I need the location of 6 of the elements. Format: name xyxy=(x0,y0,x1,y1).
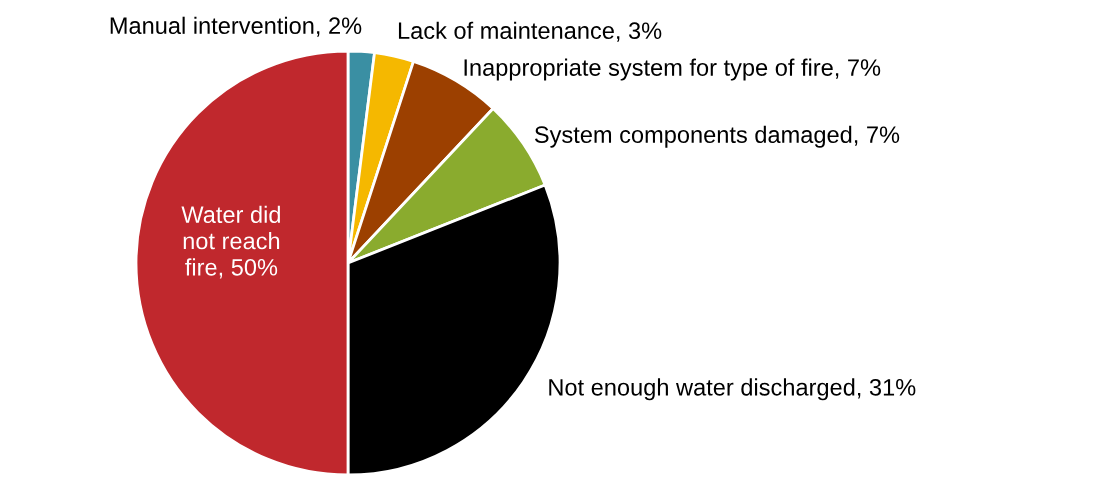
slice-label: Water did not reach fire, 50% xyxy=(181,205,280,279)
slice-label: Inappropriate system for type of fire, 7% xyxy=(464,58,881,81)
slice-label: Manual intervention, 2% xyxy=(110,16,362,37)
slice-label: Not enough water discharged, 31% xyxy=(549,378,916,401)
slice-label: System components damaged, 7% xyxy=(534,125,900,148)
slice-label: Lack of maintenance, 3% xyxy=(398,21,662,42)
